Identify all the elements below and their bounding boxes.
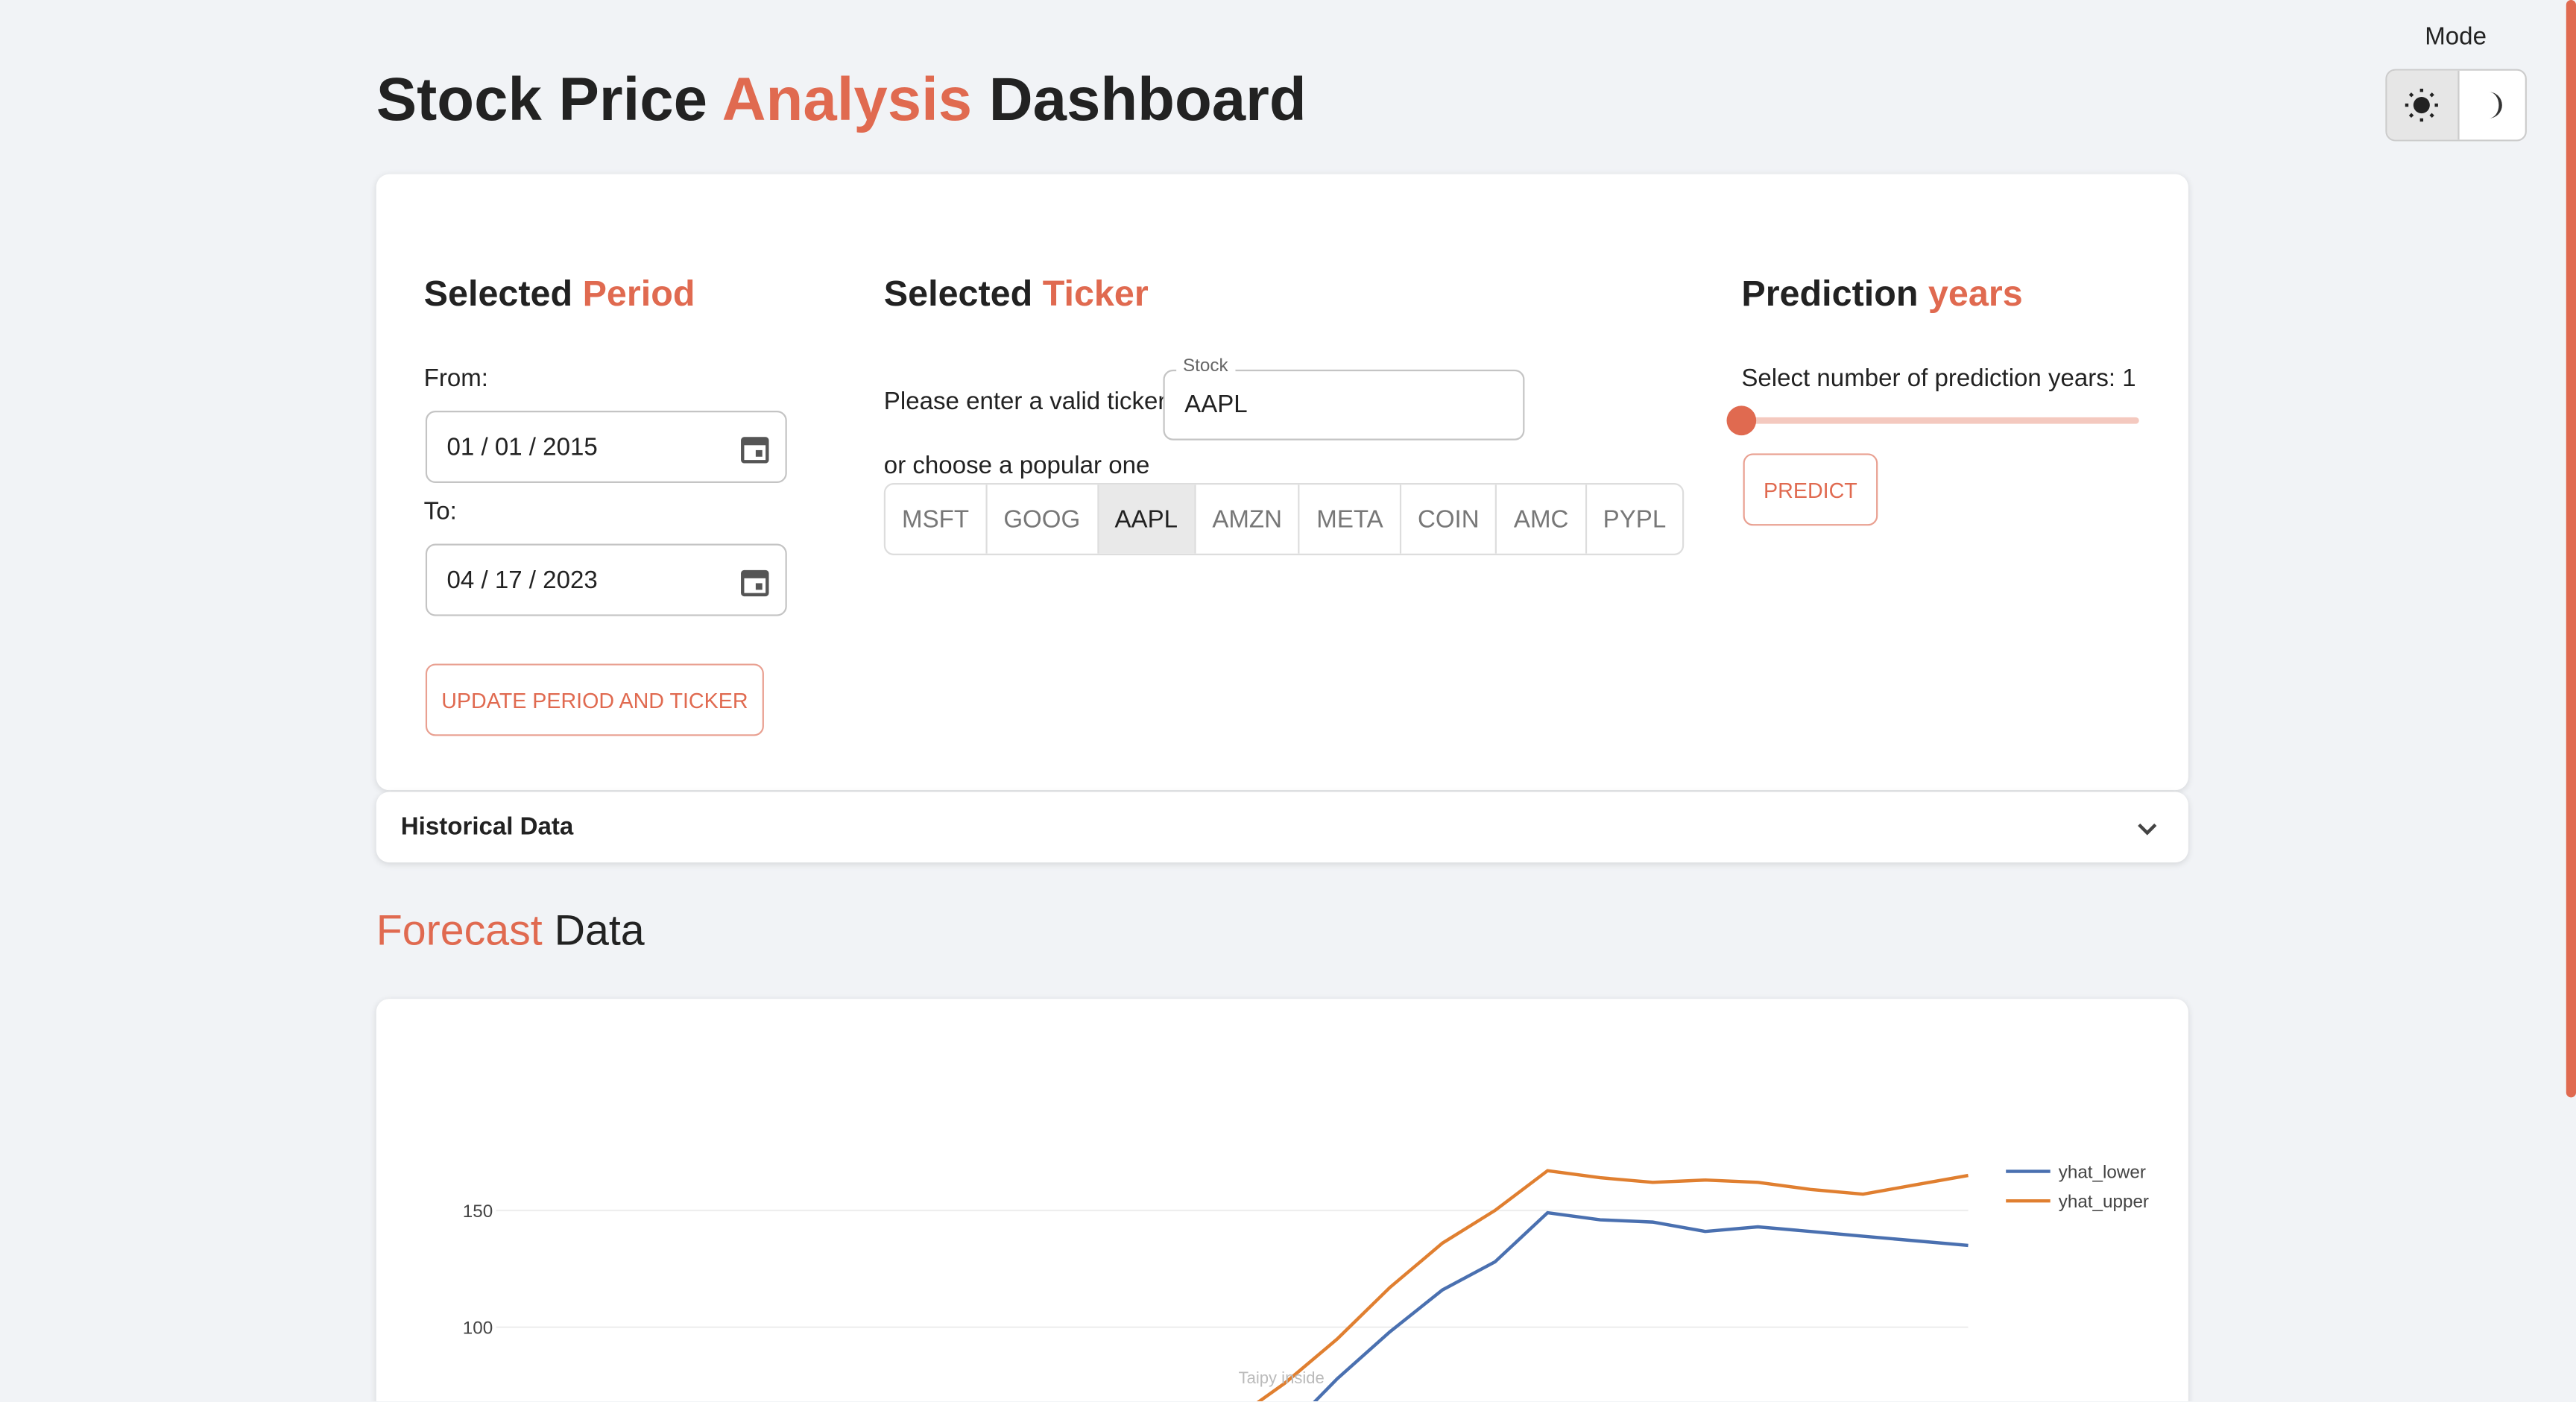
title-part: Dashboard (972, 66, 1307, 133)
y-tick-label: 150 (463, 1202, 493, 1222)
sun-icon (2405, 89, 2438, 122)
historical-accordion[interactable]: Historical Data (376, 792, 2188, 863)
heading-part: Selected (423, 272, 583, 314)
to-label: To: (423, 497, 457, 526)
ticker-field-label: Stock (1176, 356, 1235, 376)
prediction-heading: Prediction years (1741, 273, 2022, 315)
moon-icon (2489, 92, 2502, 119)
light-mode[interactable] (2387, 70, 2460, 140)
ticker-option[interactable]: META (1300, 484, 1401, 554)
ticker-option[interactable]: GOOG (987, 484, 1099, 554)
series-line (1256, 1169, 1969, 1402)
update-button[interactable]: UPDATE PERIOD AND TICKER (425, 663, 764, 736)
ticker-option[interactable]: AAPL (1098, 484, 1196, 554)
legend-label: yhat_upper (2059, 1192, 2149, 1212)
legend-label: yhat_lower (2059, 1162, 2146, 1182)
page-title: Stock Price Analysis Dashboard (376, 66, 1307, 135)
heading-part: Prediction (1741, 272, 1928, 314)
chart-card (376, 999, 2188, 1402)
to-date-input[interactable]: 04 / 17 / 2023 (425, 543, 787, 616)
chevron-icon (2138, 823, 2157, 836)
heading-accent: Period (582, 272, 695, 314)
predict-button[interactable]: PREDICT (1743, 453, 1878, 526)
forecast-heading: Forecast Data (376, 905, 645, 956)
period-heading: Selected Period (424, 273, 695, 315)
ticker-option[interactable]: MSFT (886, 484, 988, 554)
mode-toggle[interactable] (2385, 69, 2527, 142)
slider-thumb[interactable] (1726, 405, 1757, 436)
ticker-input[interactable]: AAPL (1163, 369, 1525, 441)
from-date: 01 / 01 / 2015 (446, 432, 598, 461)
calendar-icon (741, 569, 769, 597)
title-accent: Analysis (722, 66, 973, 133)
ticker-option[interactable]: AMC (1497, 484, 1587, 554)
ticker-option[interactable]: AMZN (1196, 484, 1301, 554)
from-label: From: (423, 364, 488, 393)
to-date: 04 / 17 / 2023 (446, 566, 598, 594)
ticker-toggle-group: MSFT GOOG AAPL AMZN META COIN AMC PYPL (883, 483, 1685, 555)
ticker-prompt: Please enter a valid ticker: (883, 388, 1173, 416)
popular-label: or choose a popular one (883, 452, 1150, 480)
watermark: Taipy inside (1239, 1368, 1325, 1387)
heading-accent: years (1928, 272, 2023, 314)
slider-label: Select number of prediction years: 1 (1741, 364, 2136, 393)
dark-mode[interactable] (2460, 71, 2525, 140)
ticker-value: AAPL (1184, 391, 1248, 420)
accordion-title: Historical Data (400, 813, 574, 841)
heading-part: Selected (883, 272, 1043, 314)
from-date-input[interactable]: 01 / 01 / 2015 (425, 411, 787, 484)
ticker-heading: Selected Ticker (884, 273, 1149, 315)
ticker-option[interactable]: PYPL (1603, 505, 1667, 534)
calendar-icon (741, 437, 769, 464)
mode-label: Mode (2425, 22, 2487, 51)
heading-accent: Forecast (376, 905, 543, 955)
heading-part: Data (542, 905, 645, 955)
scrollbar[interactable] (2566, 0, 2576, 1098)
ticker-option[interactable]: COIN (1401, 484, 1497, 554)
heading-accent: Ticker (1042, 272, 1149, 314)
y-tick-label: 100 (463, 1319, 493, 1339)
title-part: Stock Price (376, 66, 722, 133)
slider-track[interactable] (1741, 417, 2139, 424)
series-line (1313, 1210, 1969, 1402)
